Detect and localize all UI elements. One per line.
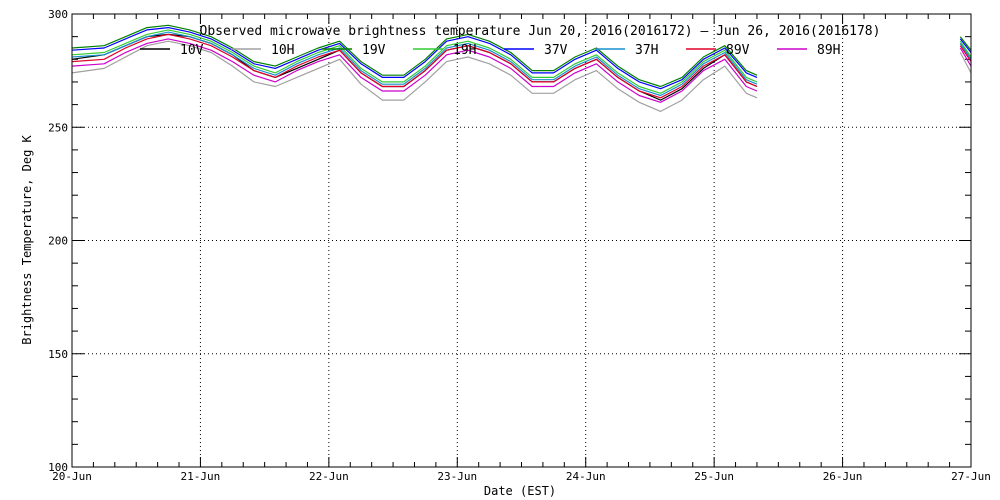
series-89V: [71, 33, 972, 99]
plot-frame: [71, 13, 972, 468]
legend-label-37H: 37H: [635, 43, 658, 58]
y-tick-label: 250: [48, 121, 68, 134]
legend-label-19H: 19H: [453, 43, 476, 58]
series-line-89V: [71, 33, 758, 99]
x-tick-label: 26-Jun: [823, 470, 863, 483]
series-line-89V: [959, 45, 972, 62]
x-tick-label: 21-Jun: [181, 470, 221, 483]
tick-labels: 20-Jun 21-Jun 22-Jun 23-Jun 24-Jun 25-Jun 26-J…: [48, 8, 991, 483]
legend-label-89V: 89V: [726, 43, 750, 58]
series-37H: [71, 31, 972, 97]
series-line-89H: [71, 38, 758, 103]
y-axis-title: Brightness Temperature, Deg K: [20, 134, 34, 344]
legend-label-19V: 19V: [362, 43, 386, 58]
series-19V: [71, 24, 972, 88]
series-line-10H: [959, 52, 972, 74]
legend-label-89H: 89H: [817, 43, 840, 58]
series-lines: [71, 24, 972, 113]
series-line-19V: [959, 36, 972, 51]
y-tick-label: 150: [48, 348, 68, 361]
series-line-19H: [71, 29, 758, 94]
x-tick-label: 22-Jun: [309, 470, 349, 483]
x-tick-label: 25-Jun: [694, 470, 734, 483]
legend-label-10V: 10V: [180, 43, 204, 58]
series-line-37V: [959, 38, 972, 53]
x-tick-label: 20-Jun: [52, 470, 92, 483]
x-tick-label: 23-Jun: [437, 470, 477, 483]
series-line-19H: [959, 40, 972, 58]
series-37V: [71, 27, 972, 90]
series-line-37H: [71, 31, 758, 97]
chart-title: Observed microwave brightness temperatur…: [200, 24, 881, 39]
legend-label-37V: 37V: [544, 43, 568, 58]
x-tick-label: 24-Jun: [566, 470, 606, 483]
x-axis-title: Date (EST): [484, 484, 556, 498]
y-tick-label: 200: [48, 235, 68, 248]
legend: 10V 10H 19V 19H 37V 37H 89V 89H: [140, 43, 840, 58]
axis-ticks: [71, 13, 972, 468]
y-tick-label: 100: [48, 461, 68, 474]
series-10H: [71, 40, 972, 113]
series-line-10H: [71, 40, 758, 113]
y-tick-label: 300: [48, 8, 68, 21]
plot-background: [72, 14, 971, 467]
series-19H: [71, 29, 972, 94]
legend-label-10H: 10H: [271, 43, 294, 58]
x-tick-label: 27-Jun: [951, 470, 991, 483]
series-line-89H: [959, 47, 972, 67]
series-89H: [71, 38, 972, 103]
series-line-37V: [71, 27, 758, 90]
series-line-37H: [959, 43, 972, 60]
series-line-19V: [71, 24, 758, 88]
